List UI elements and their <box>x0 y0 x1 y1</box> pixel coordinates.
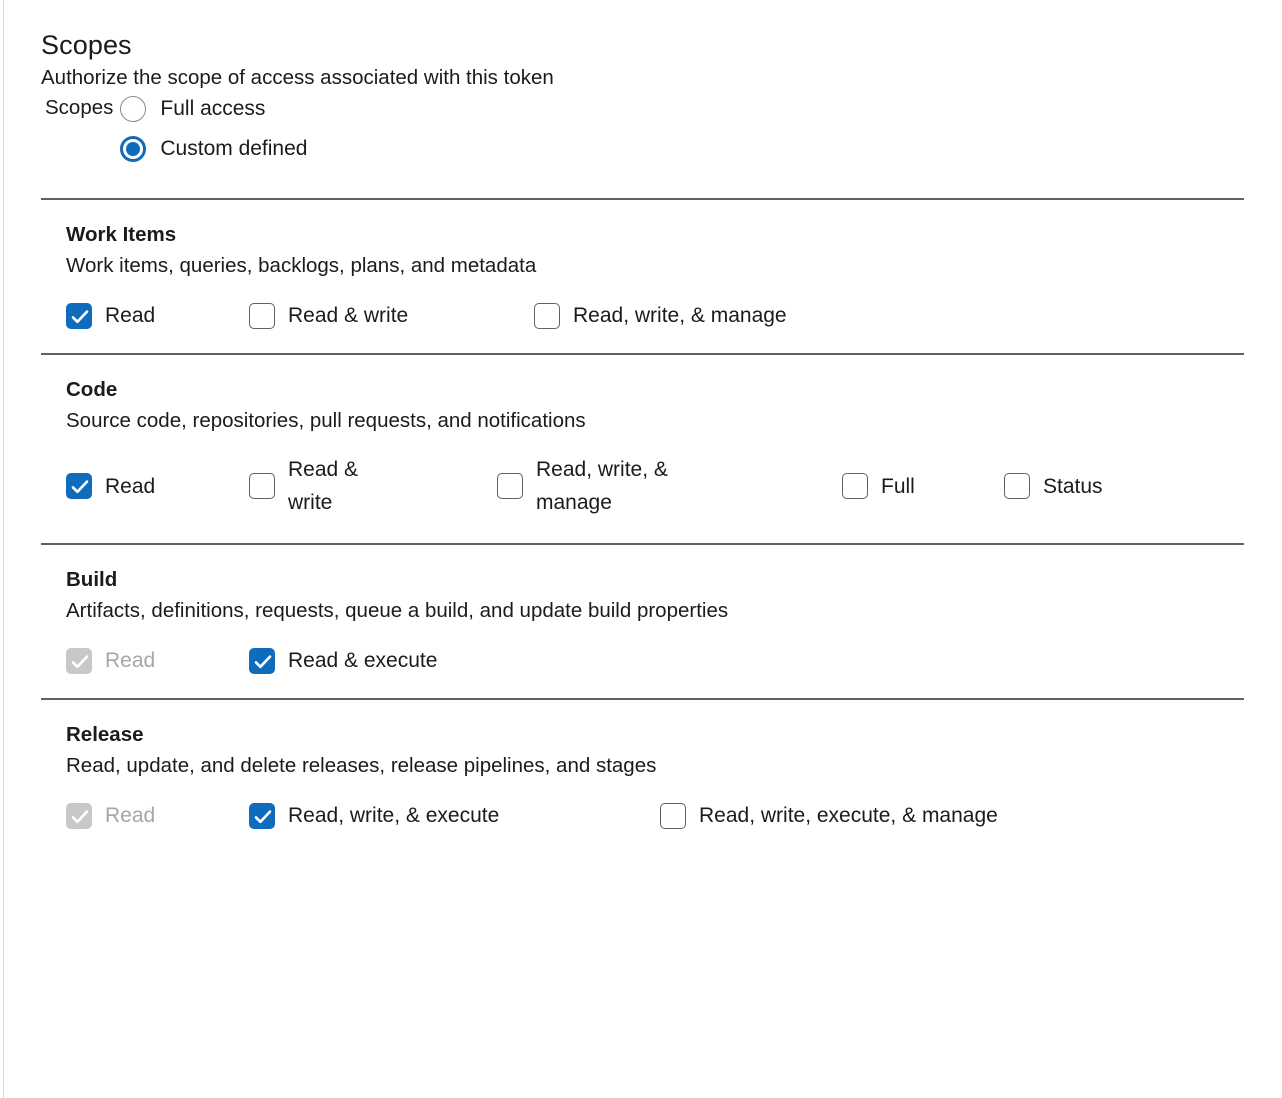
radio-unchecked-icon[interactable] <box>120 96 147 122</box>
page-title: Scopes <box>41 30 132 60</box>
checkbox-option-label: Read <box>105 304 156 327</box>
section-options: Read Read & write Read, write, & manage <box>66 453 1282 519</box>
checkbox-checked-icon[interactable] <box>66 473 92 499</box>
scope-section-release: Release Read, update, and delete release… <box>0 700 1282 853</box>
checkbox-option-read-write-execute-manage[interactable]: Read, write, execute, & manage <box>660 802 998 829</box>
scope-section-build: Build Artifacts, definitions, requests, … <box>0 545 1282 698</box>
radio-option-full-access[interactable]: Full access <box>120 96 307 122</box>
section-divider <box>41 198 1244 200</box>
check-icon <box>67 804 91 828</box>
checkbox-option-label: Read, write, & manage <box>536 458 668 514</box>
check-icon <box>67 304 91 328</box>
scope-section-work-items: Work Items Work items, queries, backlogs… <box>0 200 1282 353</box>
scopes-radio-group: Scopes Full access Custom defined <box>41 93 1282 162</box>
section-title: Code <box>66 378 118 401</box>
checkbox-option-read-execute[interactable]: Read & execute <box>249 647 437 674</box>
section-description: Work items, queries, backlogs, plans, an… <box>66 254 537 277</box>
checkbox-checked-disabled-icon <box>66 647 92 674</box>
section-options: Read Read, write, & execute Read, write,… <box>66 802 1282 829</box>
section-divider <box>41 543 1244 545</box>
section-title: Release <box>66 723 144 746</box>
checkbox-option-label: Read, write, & execute <box>288 804 500 827</box>
section-options: Read Read & execute <box>66 647 1282 674</box>
checkbox-option-label: Read, write, execute, & manage <box>699 804 998 827</box>
checkbox-checked-icon[interactable] <box>249 802 275 829</box>
radio-option-custom-defined[interactable]: Custom defined <box>120 136 307 162</box>
scopes-radio-group-label: Scopes <box>45 96 114 119</box>
checkbox-option-read-write-manage[interactable]: Read, write, & manage <box>534 302 787 329</box>
checkbox-option-full[interactable]: Full <box>842 473 1004 500</box>
check-icon <box>67 474 91 498</box>
checkbox-option-label: Read & write <box>288 458 359 514</box>
checkbox-option-label: Read <box>105 649 156 672</box>
section-title: Work Items <box>66 223 177 246</box>
checkbox-unchecked-icon[interactable] <box>1004 473 1030 499</box>
radio-option-label: Custom defined <box>160 137 308 160</box>
checkbox-unchecked-icon[interactable] <box>497 473 523 499</box>
checkbox-checked-icon[interactable] <box>249 647 275 674</box>
section-options: Read Read & write Read, write, & manage <box>66 302 1282 329</box>
checkbox-option-read-write-execute[interactable]: Read, write, & execute <box>249 802 660 829</box>
checkbox-unchecked-icon[interactable] <box>534 302 560 329</box>
checkbox-option-label: Status <box>1043 474 1103 498</box>
section-divider <box>41 698 1244 700</box>
check-icon <box>250 804 274 828</box>
section-description: Source code, repositories, pull requests… <box>66 409 586 432</box>
section-description: Read, update, and delete releases, relea… <box>66 754 657 777</box>
checkbox-unchecked-icon[interactable] <box>249 473 275 499</box>
page-description: Authorize the scope of access associated… <box>41 66 554 89</box>
checkbox-option-read: Read <box>66 647 249 674</box>
scope-section-code: Code Source code, repositories, pull req… <box>0 355 1282 543</box>
check-icon <box>67 649 91 673</box>
checkbox-unchecked-icon[interactable] <box>660 802 686 829</box>
checkbox-option-status[interactable]: Status <box>1004 473 1103 500</box>
checkbox-option-read[interactable]: Read <box>66 302 249 329</box>
checkbox-option-label: Read <box>105 804 156 827</box>
scopes-pane: Scopes Authorize the scope of access ass… <box>0 0 1282 853</box>
section-divider <box>41 353 1244 355</box>
checkbox-option-read: Read <box>66 802 249 829</box>
checkbox-option-read-write-manage[interactable]: Read, write, & manage <box>497 453 842 519</box>
radio-option-label: Full access <box>160 97 266 120</box>
scopes-header: Scopes Authorize the scope of access ass… <box>0 0 1282 162</box>
section-title: Build <box>66 568 118 591</box>
radio-checked-icon[interactable] <box>120 136 147 162</box>
scopes-radio-options: Full access Custom defined <box>120 93 307 162</box>
checkbox-option-label: Read <box>105 474 156 498</box>
check-icon <box>250 649 274 673</box>
checkbox-unchecked-icon[interactable] <box>842 473 868 499</box>
checkbox-checked-disabled-icon <box>66 802 92 829</box>
checkbox-unchecked-icon[interactable] <box>249 302 275 329</box>
section-description: Artifacts, definitions, requests, queue … <box>66 599 729 622</box>
checkbox-option-read[interactable]: Read <box>66 473 249 500</box>
pane-left-rail <box>3 0 4 1098</box>
checkbox-option-read-write[interactable]: Read & write <box>249 302 534 329</box>
checkbox-checked-icon[interactable] <box>66 302 92 329</box>
checkbox-option-label: Read & execute <box>288 649 438 672</box>
checkbox-option-label: Read & write <box>288 304 409 327</box>
checkbox-option-label: Full <box>881 474 915 498</box>
checkbox-option-label: Read, write, & manage <box>573 304 787 327</box>
checkbox-option-read-write[interactable]: Read & write <box>249 453 497 519</box>
